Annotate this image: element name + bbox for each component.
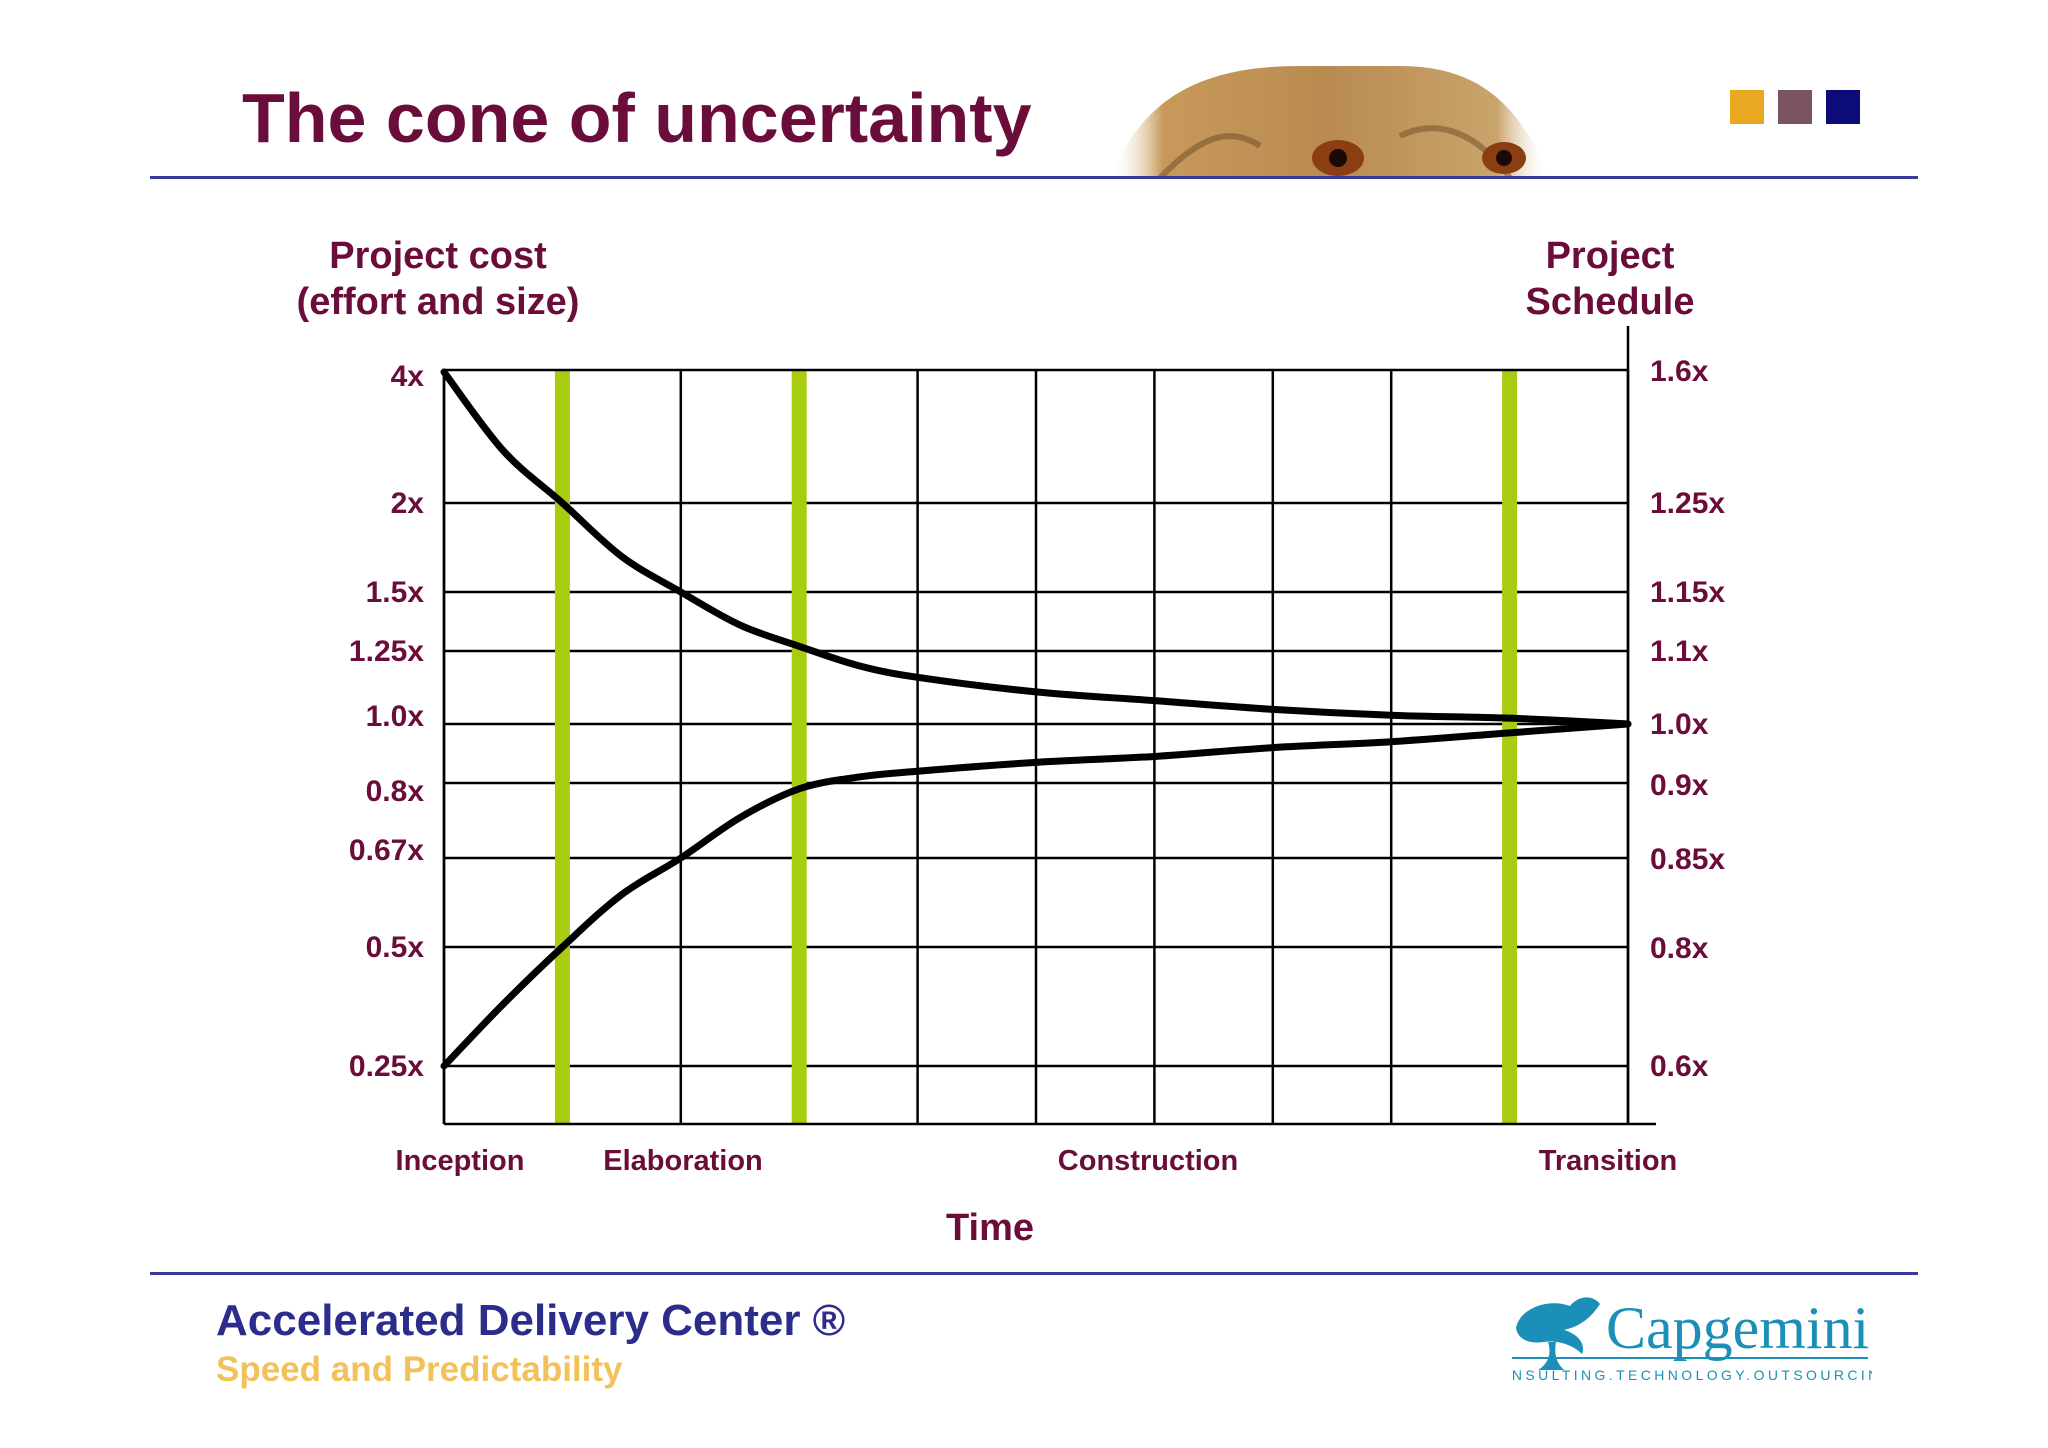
right-tick-1-6x: 1.6x xyxy=(1650,355,1709,388)
phase-inception: Inception xyxy=(396,1145,525,1177)
right-tick-1-0x: 1.0x xyxy=(1650,708,1709,741)
x-axis-title: Time xyxy=(946,1207,1034,1249)
header-rule xyxy=(150,176,1918,179)
left-tick-1-5x: 1.5x xyxy=(366,576,425,609)
left-tick-0-67x: 0.67x xyxy=(349,834,424,867)
phase-construction: Construction xyxy=(1058,1145,1238,1177)
left-tick-1-25x: 1.25x xyxy=(349,635,424,668)
left-tick-0-8x: 0.8x xyxy=(366,775,425,808)
logo-tagline: CONSULTING.TECHNOLOGY.OUTSOURCING xyxy=(1508,1367,1872,1383)
right-tick-0-8x: 0.8x xyxy=(1650,932,1709,965)
right-tick-1-15x: 1.15x xyxy=(1650,576,1725,609)
left-tick-0-5x: 0.5x xyxy=(366,931,425,964)
right-tick-1-1x: 1.1x xyxy=(1650,635,1709,668)
right-tick-0-9x: 0.9x xyxy=(1650,769,1709,802)
logo-name: Capgemini xyxy=(1606,1295,1869,1361)
left-tick-0-25x: 0.25x xyxy=(349,1050,424,1083)
right-axis-title-line1: Project xyxy=(1546,235,1675,277)
right-tick-0-85x: 0.85x xyxy=(1650,843,1725,876)
left-tick-1-0x: 1.0x xyxy=(366,700,425,733)
orange-square xyxy=(1730,90,1764,124)
right-axis-title-line2: Schedule xyxy=(1526,281,1695,323)
left-tick-4x: 4x xyxy=(391,360,425,393)
phase-transition: Transition xyxy=(1539,1145,1678,1177)
left-axis-title-line2: (effort and size) xyxy=(297,281,580,323)
slide-title: The cone of uncertainty xyxy=(242,79,1032,157)
capgemini-logo: Capgemini CONSULTING.TECHNOLOGY.OUTSOURC… xyxy=(1484,1292,1893,1386)
navy-square xyxy=(1826,90,1860,124)
mauve-square xyxy=(1778,90,1812,124)
lower-bound-curve xyxy=(440,720,1632,1070)
left-tick-2x: 2x xyxy=(391,487,425,520)
footer-subtitle: Speed and Predictability xyxy=(216,1350,623,1389)
footer-title: Accelerated Delivery Center ® xyxy=(216,1296,846,1345)
spade-icon xyxy=(1516,1297,1600,1370)
right-tick-1-25x: 1.25x xyxy=(1650,487,1725,520)
phase-elaboration: Elaboration xyxy=(603,1145,763,1177)
upper-bound-curve xyxy=(440,368,1632,728)
right-tick-0-6x: 0.6x xyxy=(1650,1050,1709,1083)
left-axis-title-line1: Project cost xyxy=(329,235,547,277)
lion-eyes-image xyxy=(1100,66,1560,178)
footer-rule xyxy=(150,1272,1918,1275)
